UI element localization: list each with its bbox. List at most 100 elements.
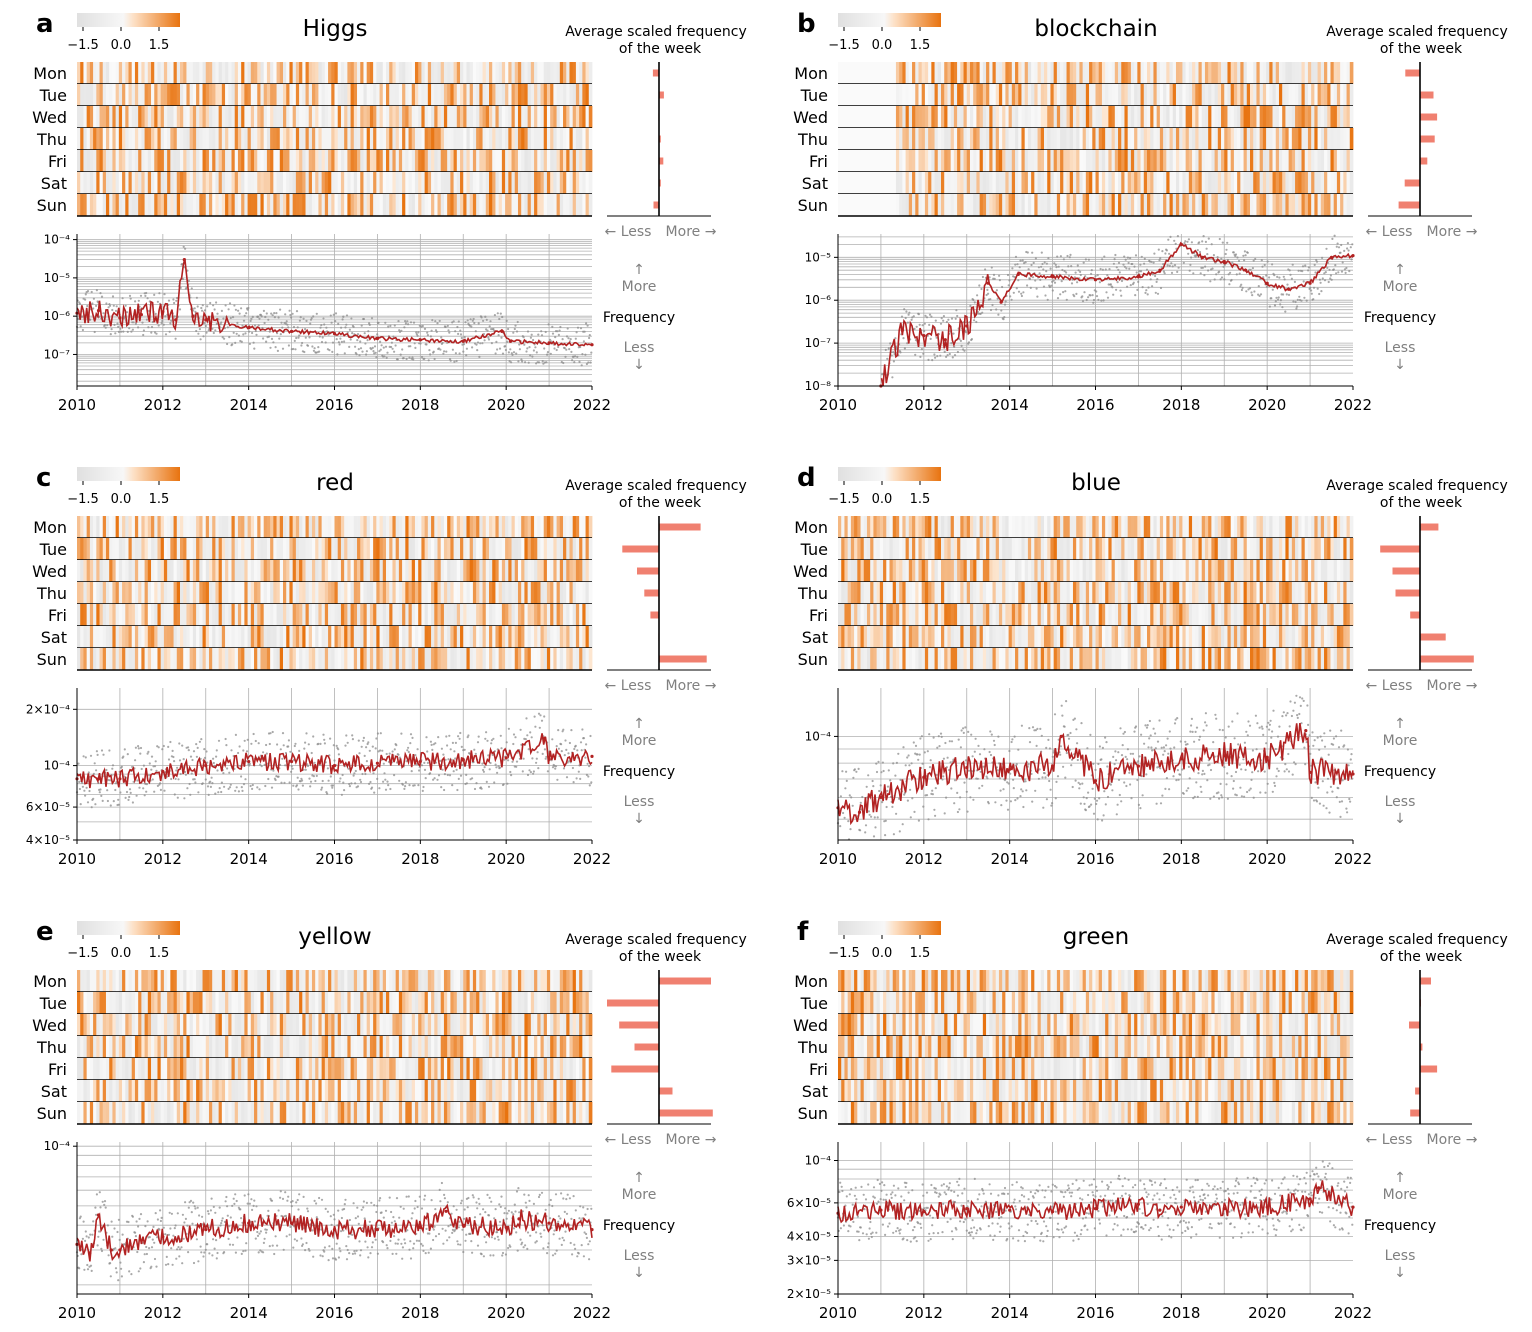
daily-point [1166,264,1169,267]
daily-point [565,348,568,351]
heatmap-cell [1237,84,1241,106]
heatmap-cell [1227,128,1232,150]
day-label-thu: Thu [36,130,67,149]
heatmap-cell [234,604,239,626]
heatmap-cell [89,582,94,604]
heatmap-cell [508,106,512,128]
heatmap-cell [212,128,216,150]
heatmap-cell [892,194,897,216]
heatmap-cell [1311,150,1315,172]
daily-point [476,341,480,344]
heatmap-cell [841,172,845,194]
heatmap-cell [1166,62,1170,84]
daily-point [289,313,292,317]
heatmap-cell [366,604,371,626]
heatmap-cell [334,194,339,216]
heatmap-cell [1127,84,1132,106]
heatmap-cell [1134,150,1138,172]
heatmap-cell [1127,172,1132,194]
heatmap-cell [244,62,248,84]
heatmap-cell [450,194,454,216]
heatmap-cell [414,648,419,670]
heatmap-cell [579,172,583,194]
heatmap-cell [279,626,284,648]
daily-point [928,313,932,316]
heatmap-cell [941,194,945,216]
daily-point [1109,283,1112,286]
day-label-mon: Mon [33,64,67,83]
daily-point [161,319,164,323]
heatmap-cell [1285,84,1290,106]
heatmap-cell [850,84,855,106]
heatmap-cell [86,106,91,128]
heatmap-cell [163,538,168,560]
daily-point [379,340,382,343]
heatmap-cell [460,560,464,582]
heatmap-cell [109,84,113,106]
heatmap-cell [1111,128,1116,150]
daily-point [1137,280,1140,283]
heatmap-cell [321,62,326,84]
heatmap-cell [569,516,574,538]
heatmap-cell [585,604,590,626]
day-label-sat: Sat [802,174,828,193]
heatmap-cell [128,172,133,194]
daily-point [1278,276,1281,279]
heatmap-row-fri [77,150,593,172]
daily-point [1283,278,1286,281]
colorbar-tick-label: −1.5 [67,492,99,507]
heatmap-cell [283,626,287,648]
heatmap-cell [514,150,519,172]
x-tick-label: 2010 [58,396,96,414]
heatmap-cell [151,194,155,216]
daily-point [1279,299,1282,302]
heatmap-cell [1098,172,1103,194]
heatmap-cell [575,516,580,538]
heatmap-cell [151,84,155,106]
heatmap-cell [905,106,910,128]
heatmap-cell [225,516,229,538]
heatmap-cell [147,128,152,150]
daily-point [528,346,531,349]
heatmap-cell [363,560,368,582]
heatmap-cell [1311,84,1315,106]
heatmap-cell [138,128,142,150]
heatmap-cell [1192,106,1196,128]
daily-point [1230,278,1233,282]
heatmap-cell [566,128,570,150]
heatmap-cell [273,84,277,106]
heatmap-cell [163,560,168,582]
heatmap-cell [1340,62,1344,84]
heatmap-cell [431,582,435,604]
heatmap-cell [1037,172,1042,194]
heatmap-cell [582,194,586,216]
heatmap-cell [402,194,406,216]
heatmap-cell [80,172,84,194]
heatmap-cell [1050,106,1055,128]
heatmap-cell [141,172,145,194]
daily-point [1330,278,1333,281]
heatmap-cell [408,626,413,648]
heatmap-cell [1195,106,1199,128]
heatmap-cell [1092,62,1096,84]
heatmap-cell [1320,128,1325,150]
heatmap-cell [1314,128,1318,150]
heatmap-cell [495,62,500,84]
heatmap-cell [376,150,380,172]
daily-point [1075,292,1078,295]
daily-point [156,300,159,303]
heatmap-cell [944,84,948,106]
heatmap-cell [1101,128,1106,150]
heatmap-cell [1024,128,1029,150]
heatmap-cell [331,648,335,670]
heatmap-cell [180,604,184,626]
daily-point [1034,257,1037,260]
heatmap-cell [1018,150,1022,172]
daily-point [81,328,84,332]
heatmap-cell [263,194,268,216]
heatmap-cell [1275,194,1280,216]
heatmap-cell [1118,172,1122,194]
heatmap-cell [247,582,252,604]
heatmap-cell [347,106,351,128]
heatmap-cell [437,172,442,194]
